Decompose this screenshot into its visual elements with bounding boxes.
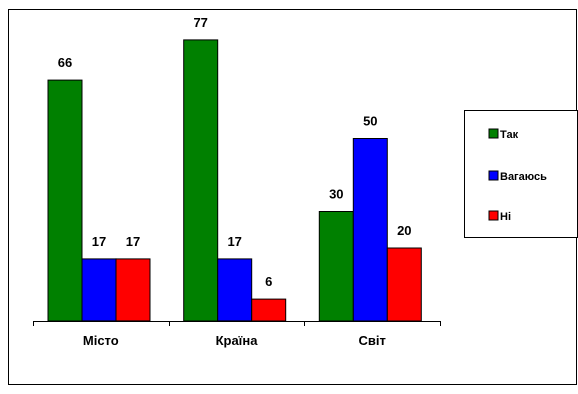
bar-Так-Світ: [318, 211, 354, 322]
data-label: 77: [193, 15, 207, 30]
data-label: 30: [329, 187, 343, 202]
plot-area: [47, 39, 422, 322]
legend-box: [464, 110, 578, 238]
data-label: 50: [363, 114, 377, 129]
bar-Так-Місто: [47, 79, 83, 322]
bar-Так-Країна: [183, 39, 219, 322]
legend-swatch: [488, 170, 499, 181]
data-label: 17: [92, 234, 106, 249]
bar-Ні-Місто: [115, 258, 151, 322]
category-label: Світ: [359, 333, 386, 348]
legend-swatch: [488, 128, 499, 139]
category-label: Країна: [216, 333, 259, 348]
bar-Вагаюсь-Країна: [217, 258, 253, 322]
data-label: 17: [126, 234, 140, 249]
bar-Вагаюсь-Місто: [81, 258, 117, 322]
legend-label: Вагаюсь: [500, 171, 547, 183]
legend: Так Вагаюсь Ні: [464, 110, 578, 238]
legend-label: Ні: [500, 211, 511, 223]
data-label: 20: [397, 223, 411, 238]
data-label: 17: [227, 234, 241, 249]
category-label: Місто: [83, 333, 119, 348]
bar-Ні-Світ: [386, 247, 422, 322]
data-label: 66: [58, 55, 72, 70]
data-label: 6: [265, 274, 272, 289]
bar-Вагаюсь-Світ: [352, 138, 388, 322]
category-tick-labels: Місто Країна Світ: [83, 333, 386, 348]
legend-label: Так: [500, 129, 519, 141]
bar-Ні-Країна: [251, 298, 287, 322]
legend-swatch: [488, 210, 499, 221]
data-labels: 66 17 17 77 17 6 30 50 20: [58, 15, 412, 289]
